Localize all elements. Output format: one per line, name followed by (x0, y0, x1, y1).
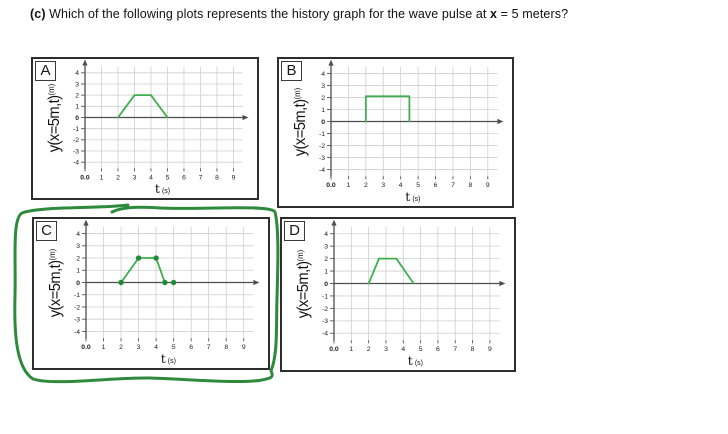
svg-text:4: 4 (321, 71, 325, 78)
svg-text:-2: -2 (322, 306, 328, 313)
svg-text:4: 4 (154, 344, 158, 351)
svg-text:-4: -4 (322, 331, 328, 338)
svg-text:4: 4 (324, 231, 328, 238)
svg-text:-3: -3 (74, 317, 80, 324)
svg-text:5: 5 (172, 344, 176, 351)
svg-text:-2: -2 (73, 137, 79, 144)
svg-text:-2: -2 (74, 304, 80, 311)
svg-text:3: 3 (384, 346, 388, 353)
svg-text:3: 3 (381, 182, 385, 189)
svg-text:9: 9 (242, 344, 246, 351)
svg-text:3: 3 (133, 174, 137, 181)
svg-text:7: 7 (199, 174, 203, 181)
svg-text:2: 2 (116, 174, 120, 181)
history-graph-d: 4 3 2 1 0 -1 -2 -3 -4 0.0 1 2 3 4 5 6 7 8 9 t (s) (322, 219, 506, 368)
svg-text:7: 7 (207, 344, 211, 351)
svg-text:-4: -4 (74, 329, 80, 336)
svg-text:-3: -3 (319, 155, 325, 162)
question-variable: x (490, 7, 498, 21)
question-text: (c) Which of the following plots represe… (30, 7, 720, 21)
svg-text:-2: -2 (319, 143, 325, 150)
panel-letter-b: B (281, 61, 302, 81)
svg-text:4: 4 (75, 70, 79, 77)
svg-text:8: 8 (215, 174, 219, 181)
svg-text:1: 1 (100, 174, 104, 181)
svg-text:4: 4 (76, 231, 80, 238)
plot-panel-c: C y(x=5m,t)(m) 4 3 2 1 0 -1 -2 -3 -4 0.0 1 2 3 4 5 6 7 8 9… (32, 217, 270, 370)
svg-text:2: 2 (367, 346, 371, 353)
svg-text:9: 9 (488, 346, 492, 353)
svg-text:2: 2 (119, 344, 123, 351)
svg-text:2: 2 (321, 95, 325, 102)
svg-text:0: 0 (76, 280, 80, 287)
svg-text:5: 5 (166, 174, 170, 181)
svg-text:2: 2 (75, 93, 79, 100)
svg-text:-1: -1 (74, 292, 80, 299)
plot-panel-d: D y(x=5m,t)(m) 4 3 2 1 0 -1 -2 -3 -4 0.0 1 2 3 4 5 6 7 8 9… (280, 217, 516, 372)
svg-text:8: 8 (471, 346, 475, 353)
svg-text:0.0: 0.0 (329, 346, 339, 353)
svg-text:7: 7 (451, 182, 455, 189)
svg-text:-1: -1 (319, 131, 325, 138)
svg-text:7: 7 (453, 346, 457, 353)
svg-text:2: 2 (324, 256, 328, 263)
svg-text:-4: -4 (319, 167, 325, 174)
history-graph-b: 4 3 2 1 0 -1 -2 -3 -4 0.0 1 2 3 4 5 6 7 8 9 t (s) (319, 59, 504, 204)
svg-text:1: 1 (75, 104, 79, 111)
svg-text:2: 2 (364, 182, 368, 189)
svg-text:6: 6 (434, 182, 438, 189)
plot-panel-a: A y(x=5m,t)(m) 4 3 2 1 0 -1 -2 -3 -4 0.0 1 2 3 4 5 6 7 8 9… (31, 57, 259, 200)
svg-text:6: 6 (182, 174, 186, 181)
svg-text:5: 5 (416, 182, 420, 189)
svg-text:1: 1 (321, 107, 325, 114)
svg-text:3: 3 (75, 81, 79, 88)
history-graph-c: 4 3 2 1 0 -1 -2 -3 -4 0.0 1 2 3 4 5 6 7 8 9 t (s) (74, 219, 260, 366)
svg-text:3: 3 (321, 83, 325, 90)
svg-text:-3: -3 (322, 318, 328, 325)
svg-text:8: 8 (224, 344, 228, 351)
panel-letter-c: C (36, 221, 57, 241)
svg-text:0: 0 (75, 115, 79, 122)
svg-text:8: 8 (468, 182, 472, 189)
question-body-2: = 5 meters? (497, 7, 569, 21)
svg-text:2: 2 (76, 255, 80, 262)
svg-text:6: 6 (189, 344, 193, 351)
svg-text:-1: -1 (73, 126, 79, 133)
question-body-1: Which of the following plots represents … (45, 7, 491, 21)
svg-text:0: 0 (321, 119, 325, 126)
svg-text:1: 1 (324, 268, 328, 275)
svg-text:-3: -3 (73, 148, 79, 155)
svg-text:t(s): t (s) (161, 351, 176, 366)
panel-letter-a: A (35, 61, 56, 81)
panel-letter-d: D (284, 221, 305, 241)
svg-text:-4: -4 (73, 160, 79, 167)
svg-text:9: 9 (232, 174, 236, 181)
svg-text:0.0: 0.0 (326, 182, 336, 189)
plot-panel-b: B y(x=5m,t)(m) 4 3 2 1 0 -1 -2 -3 -4 0.0 1 2 3 4 5 6 7 8 9… (277, 57, 514, 208)
svg-text:1: 1 (349, 346, 353, 353)
svg-text:0: 0 (324, 281, 328, 288)
svg-text:3: 3 (137, 344, 141, 351)
svg-text:9: 9 (486, 182, 490, 189)
svg-text:3: 3 (324, 244, 328, 251)
svg-text:0.0: 0.0 (81, 344, 91, 351)
svg-text:3: 3 (76, 243, 80, 250)
question-label: (c) (30, 7, 46, 21)
svg-text:5: 5 (419, 346, 423, 353)
svg-text:t(s): t (s) (155, 181, 170, 196)
svg-text:1: 1 (102, 344, 106, 351)
svg-text:6: 6 (436, 346, 440, 353)
svg-text:t(s): t (s) (405, 189, 420, 204)
svg-text:1: 1 (76, 268, 80, 275)
svg-text:0.0: 0.0 (80, 174, 90, 181)
history-graph-a: 4 3 2 1 0 -1 -2 -3 -40.0 1 2 3 4 5 6 7 8 9 t (s) (73, 59, 249, 196)
svg-text:-1: -1 (322, 293, 328, 300)
svg-text:4: 4 (399, 182, 403, 189)
svg-text:t(s): t (s) (408, 353, 423, 368)
svg-text:4: 4 (401, 346, 405, 353)
svg-text:4: 4 (149, 174, 153, 181)
svg-text:1: 1 (347, 182, 351, 189)
